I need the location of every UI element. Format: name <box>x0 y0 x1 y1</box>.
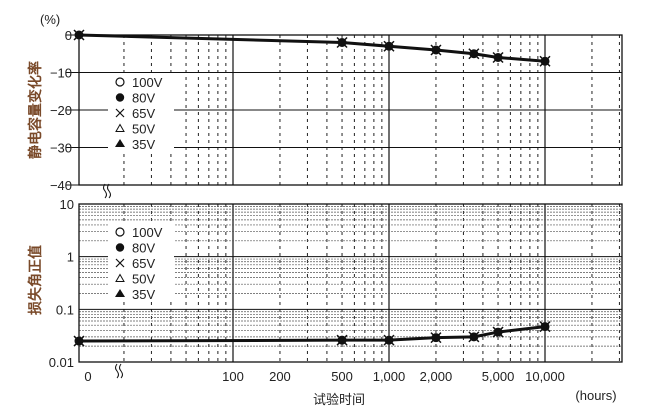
x-tick-label: 200 <box>269 369 291 384</box>
filled-triangle-icon <box>115 289 125 297</box>
open-circle-icon <box>115 77 125 87</box>
x-tick-label: 1,000 <box>373 369 406 384</box>
data-point-cross <box>383 40 395 52</box>
data-point-cross <box>430 332 442 344</box>
x-axis-unit: (hours) <box>575 388 616 403</box>
y-tick-label: −30 <box>50 141 72 156</box>
legend-background <box>108 74 174 152</box>
axis-break-icon <box>103 183 111 199</box>
y-tick-label: 0 <box>65 28 72 43</box>
open-circle-icon <box>115 227 125 237</box>
y-tick-label: −20 <box>50 103 72 118</box>
data-point-cross <box>336 334 348 346</box>
x-tick-label: 2,000 <box>420 369 453 384</box>
open-triangle-icon <box>115 123 125 132</box>
filled-triangle-icon <box>115 139 125 147</box>
legend-label: 100V <box>132 225 163 240</box>
data-point-cross <box>468 331 480 343</box>
legend-label: 100V <box>132 75 163 90</box>
legend-background <box>108 224 174 302</box>
x-tick-label: 500 <box>331 369 353 384</box>
legend-label: 80V <box>132 241 155 256</box>
data-point-cross <box>492 326 504 338</box>
legend-label: 65V <box>132 256 155 271</box>
data-point-cross <box>539 321 551 333</box>
top-unit-label: (%) <box>40 12 60 27</box>
legend-label: 80V <box>132 91 155 106</box>
y-tick-label: 0.1 <box>56 302 74 317</box>
data-point-cross <box>383 334 395 346</box>
x-axis-label: 试验时间 <box>313 392 365 407</box>
x-tick-label: 5,000 <box>482 369 515 384</box>
y-tick-label: 10 <box>60 197 74 212</box>
axis-break-icon <box>115 363 123 379</box>
legend-label: 35V <box>132 137 155 152</box>
y-tick-label: −10 <box>50 66 72 81</box>
x-tick-label: 10,000 <box>525 369 565 384</box>
data-point-cross <box>539 55 551 67</box>
top-y-axis-label: 静电容量变化率 <box>27 61 43 159</box>
y-tick-label: −40 <box>50 178 72 193</box>
legend-label: 50V <box>132 272 155 287</box>
data-point-cross <box>336 36 348 49</box>
legend-label: 50V <box>132 122 155 137</box>
filled-circle-icon <box>115 243 125 252</box>
legend-label: 65V <box>132 106 155 121</box>
data-point-cross <box>73 335 85 347</box>
x-tick-label: 0 <box>84 369 91 384</box>
data-point-cross <box>468 48 480 60</box>
y-tick-label: 1 <box>67 250 74 265</box>
y-tick-label: 0.01 <box>49 355 74 370</box>
filled-circle-icon <box>115 93 125 102</box>
data-point-cross <box>492 51 504 64</box>
data-point-cross <box>430 44 442 56</box>
x-tick-label: 100 <box>222 369 244 384</box>
bottom-plot-frame <box>78 203 623 363</box>
legend-label: 35V <box>132 287 155 302</box>
cross-icon <box>115 108 125 118</box>
bottom-y-axis-label: 损失角正值 <box>27 245 43 315</box>
cross-icon <box>115 258 125 268</box>
open-triangle-icon <box>115 273 125 282</box>
